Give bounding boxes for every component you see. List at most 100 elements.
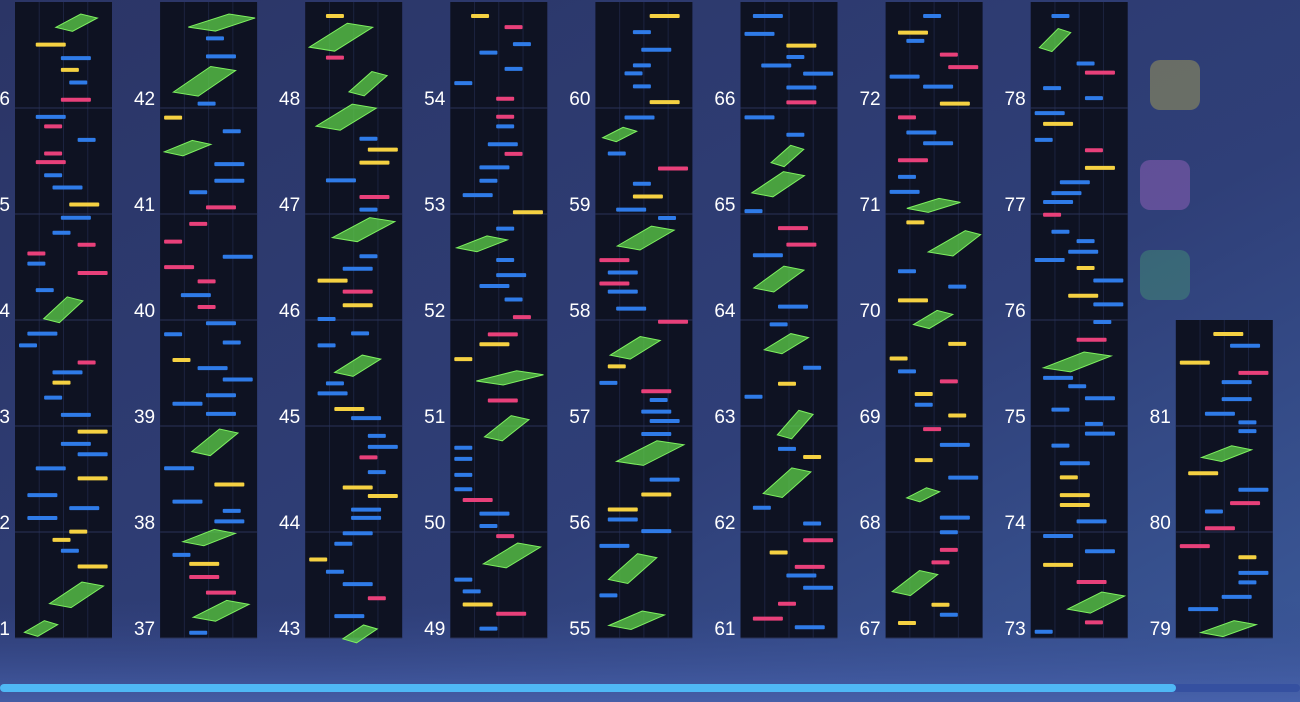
tap-note xyxy=(164,332,183,337)
tap-note xyxy=(1084,396,1115,401)
tap-note xyxy=(752,505,771,510)
tap-note xyxy=(752,14,783,18)
tap-note xyxy=(189,574,220,579)
tap-note xyxy=(1204,411,1235,416)
slide-note xyxy=(307,22,375,52)
measure-number: 68 xyxy=(859,513,880,534)
progress-fill[interactable] xyxy=(0,684,1176,692)
measure-number: 74 xyxy=(1005,513,1027,534)
slide-note xyxy=(191,599,251,622)
tap-note xyxy=(1034,137,1053,142)
tap-note xyxy=(189,221,208,226)
tap-note xyxy=(462,602,493,607)
tap-note xyxy=(60,412,91,417)
tap-note xyxy=(52,230,71,235)
tap-note xyxy=(914,402,933,407)
tap-note xyxy=(334,614,365,619)
measure-number: 44 xyxy=(279,513,301,534)
tap-note xyxy=(504,151,523,156)
tap-note xyxy=(1059,180,1090,185)
tap-note xyxy=(778,226,808,231)
tap-note xyxy=(77,476,108,481)
slide-note xyxy=(333,354,383,377)
tap-note xyxy=(1084,165,1115,170)
tap-note xyxy=(794,564,825,569)
tap-note xyxy=(923,427,942,432)
measure-number: 51 xyxy=(424,407,445,428)
slide-note xyxy=(614,440,686,466)
slide-note xyxy=(54,13,99,32)
tap-note xyxy=(939,547,958,552)
slide-note xyxy=(1038,27,1072,53)
measure-number: 70 xyxy=(859,301,880,322)
tap-note xyxy=(479,523,498,528)
tap-note xyxy=(778,601,796,606)
tap-note xyxy=(897,174,916,179)
measure-number: 57 xyxy=(569,407,590,428)
tap-note xyxy=(607,151,626,156)
tap-note xyxy=(317,343,336,348)
tap-note xyxy=(359,207,378,212)
tap-note xyxy=(359,254,378,259)
tap-note xyxy=(77,429,108,434)
column: 72 71 70 69 68 67 xyxy=(859,2,983,640)
tap-note xyxy=(599,593,618,598)
tap-note xyxy=(607,289,638,294)
tap-note xyxy=(1059,475,1078,480)
tap-note xyxy=(77,137,96,142)
tap-note xyxy=(939,379,958,384)
tap-note xyxy=(939,530,958,535)
tap-note xyxy=(1084,549,1115,554)
tap-note xyxy=(205,393,236,398)
measure-number: 71 xyxy=(859,195,880,216)
tap-note xyxy=(205,321,236,326)
column: 6 5 4 3 2 1 xyxy=(0,2,112,640)
tap-note xyxy=(649,100,680,105)
blurred-ui xyxy=(1140,250,1190,300)
measure-number: 73 xyxy=(1005,619,1026,640)
measure-number: 56 xyxy=(569,513,590,534)
tap-note xyxy=(222,377,253,382)
measure-number: 2 xyxy=(0,513,10,534)
tap-note xyxy=(317,317,336,322)
tap-note xyxy=(27,493,58,498)
tap-note xyxy=(479,178,498,183)
tap-note xyxy=(504,297,523,302)
tap-note xyxy=(649,14,680,18)
tap-note xyxy=(454,487,473,492)
slide-note xyxy=(776,409,815,440)
tap-note xyxy=(52,185,83,190)
slide-note xyxy=(181,528,238,547)
slide-note xyxy=(912,309,955,330)
tap-note xyxy=(1221,594,1252,599)
tap-note xyxy=(222,129,241,134)
slide-note xyxy=(454,235,510,253)
tap-note xyxy=(1051,443,1070,448)
tap-note xyxy=(342,303,373,308)
measure-number: 80 xyxy=(1150,513,1171,534)
tap-note xyxy=(487,142,518,147)
tap-note xyxy=(641,492,672,497)
tap-note xyxy=(1188,471,1219,476)
tap-note xyxy=(351,515,382,520)
tap-note xyxy=(1076,519,1107,524)
tap-note xyxy=(214,178,245,183)
slide-note xyxy=(188,13,256,32)
columns: 6543214241403938374847464544435453525150… xyxy=(0,2,1273,644)
slide-note xyxy=(1041,351,1114,373)
tap-note xyxy=(1043,212,1062,217)
tap-note xyxy=(496,258,515,263)
tap-note xyxy=(512,42,531,47)
tap-note xyxy=(923,14,942,18)
tap-note xyxy=(1034,629,1053,634)
tap-note xyxy=(205,590,236,595)
measure-number: 58 xyxy=(569,301,590,322)
tap-note xyxy=(1221,397,1252,402)
tap-note xyxy=(1188,607,1219,612)
measure-number: 43 xyxy=(279,619,300,640)
blurred-ui xyxy=(1150,60,1200,110)
tap-note xyxy=(197,305,216,310)
tap-note xyxy=(189,190,208,195)
tap-note xyxy=(496,96,515,101)
tap-note xyxy=(205,411,236,416)
